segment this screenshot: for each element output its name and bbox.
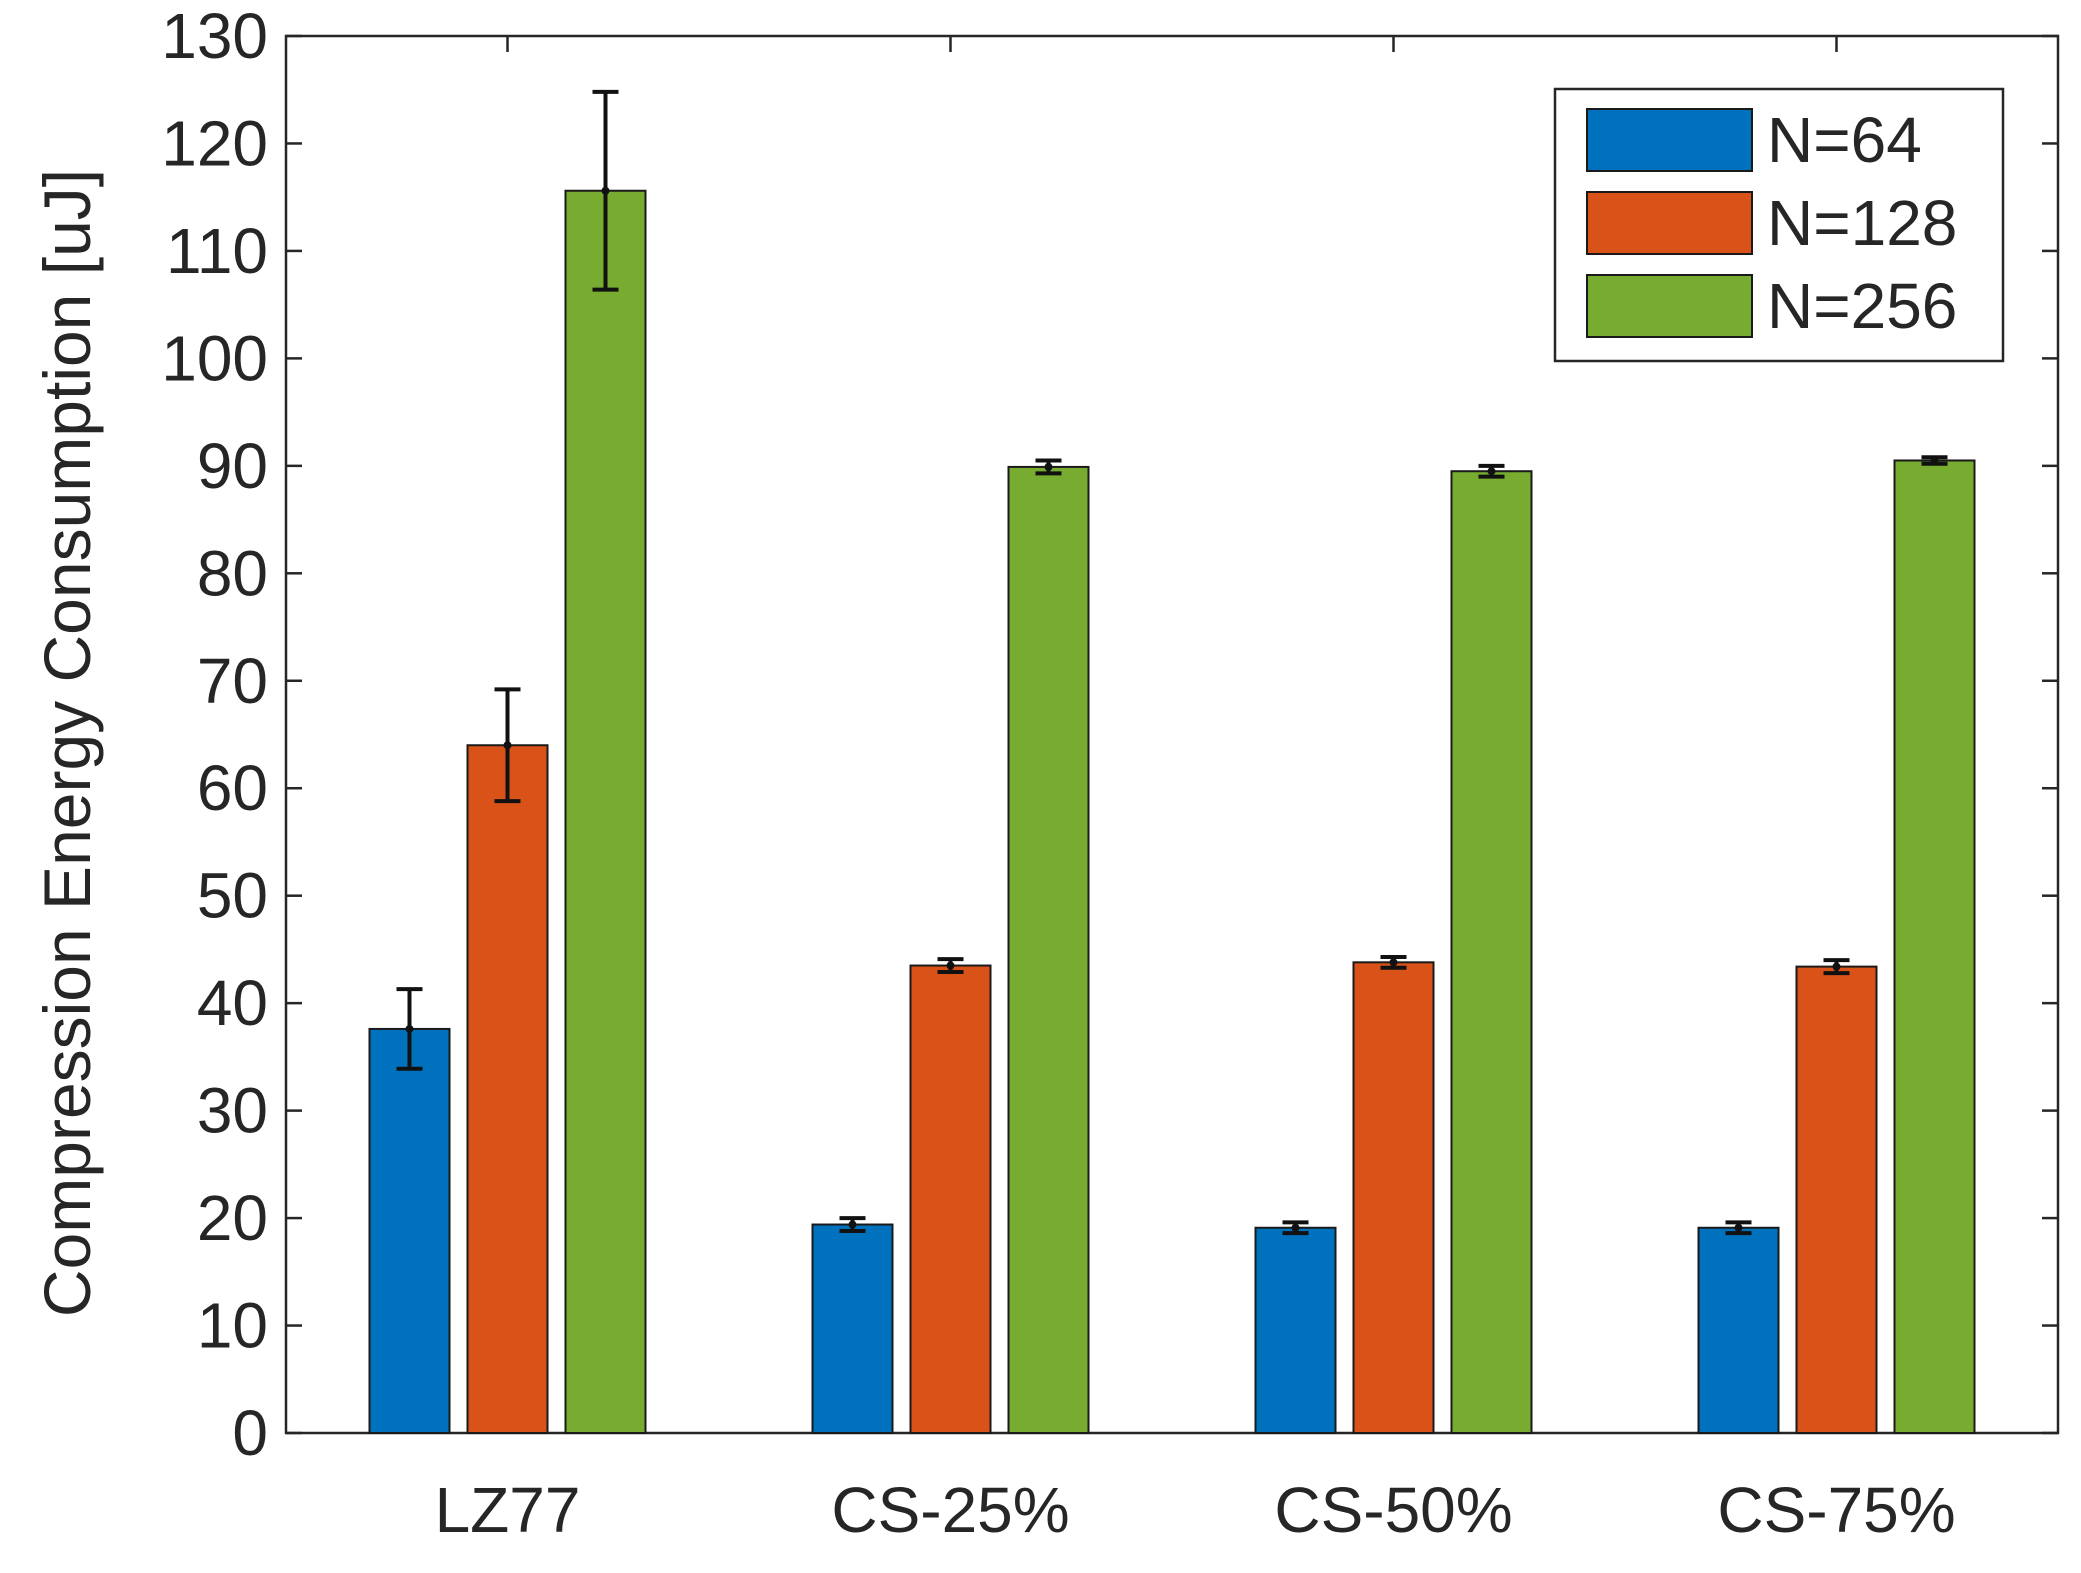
- bar-n-64: [368, 1027, 451, 1434]
- y-tick-label: 0: [232, 1397, 268, 1469]
- error-bar-mean-marker: [1291, 1223, 1300, 1232]
- error-bar-mean-marker: [1832, 962, 1841, 971]
- error-bar-mean-marker: [946, 961, 955, 970]
- bar-n-256: [564, 189, 647, 1434]
- error-bar-mean-marker: [1930, 456, 1939, 465]
- y-tick-label: 20: [197, 1182, 268, 1254]
- bar-n-256: [1007, 465, 1090, 1434]
- bar-n-128: [466, 744, 549, 1434]
- x-category-label: LZ77: [435, 1474, 581, 1546]
- bar-n-64: [811, 1223, 894, 1435]
- x-category-label: CS-25%: [831, 1474, 1069, 1546]
- legend-swatch: [1586, 108, 1753, 172]
- error-bar-mean-marker: [1734, 1223, 1743, 1232]
- x-category-label: CS-75%: [1717, 1474, 1955, 1546]
- y-tick-label: 50: [197, 860, 268, 932]
- bar-n-256: [1450, 470, 1533, 1434]
- bar-n-256: [1893, 459, 1976, 1434]
- plot-area-frame: [284, 34, 2060, 1435]
- legend-label: N=128: [1767, 187, 1957, 259]
- x-category-label: CS-50%: [1274, 1474, 1512, 1546]
- y-tick-label: 70: [197, 645, 268, 717]
- legend-label: N=64: [1767, 104, 1922, 176]
- y-tick-label: 40: [197, 967, 268, 1039]
- y-tick-label: 80: [197, 537, 268, 609]
- y-tick-label: 90: [197, 430, 268, 502]
- y-tick-label: 60: [197, 752, 268, 824]
- legend-label: N=256: [1767, 270, 1957, 342]
- error-bar-mean-marker: [601, 186, 610, 195]
- y-tick-label: 120: [161, 107, 268, 179]
- y-tick-label: 110: [166, 215, 268, 287]
- error-bar-mean-marker: [405, 1024, 414, 1033]
- y-tick-label: 30: [197, 1075, 268, 1147]
- error-bar-mean-marker: [1389, 958, 1398, 967]
- bar-n-128: [1795, 965, 1878, 1435]
- bar-n-64: [1254, 1226, 1337, 1434]
- error-bar-mean-marker: [1044, 462, 1053, 471]
- error-bar-mean-marker: [1487, 467, 1496, 476]
- legend-swatch: [1586, 274, 1753, 338]
- y-tick-label: 10: [197, 1290, 268, 1362]
- legend-swatch: [1586, 191, 1753, 255]
- bar-n-128: [909, 964, 992, 1434]
- error-bar-mean-marker: [503, 741, 512, 750]
- bar-n-64: [1697, 1226, 1780, 1434]
- y-tick-label: 100: [161, 322, 268, 394]
- y-axis-label: Compression Energy Consumption [uJ]: [30, 169, 104, 1317]
- bar-n-128: [1352, 961, 1435, 1435]
- y-tick-label: 130: [161, 0, 268, 72]
- error-bar-mean-marker: [848, 1220, 857, 1229]
